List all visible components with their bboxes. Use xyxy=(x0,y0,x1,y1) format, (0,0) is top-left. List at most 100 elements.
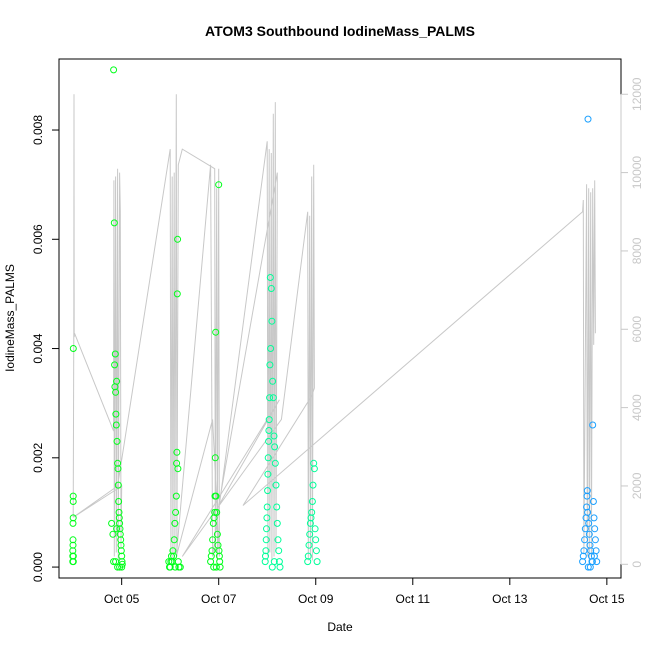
data-point xyxy=(174,465,182,473)
data-point xyxy=(265,427,273,434)
data-point xyxy=(114,465,122,473)
data-point xyxy=(113,437,121,445)
data-point xyxy=(268,317,276,325)
x-tick-label: Oct 13 xyxy=(492,592,528,606)
data-point xyxy=(110,558,118,566)
data-point xyxy=(266,361,274,369)
data-point xyxy=(209,536,217,544)
data-point xyxy=(589,498,597,505)
data-point xyxy=(214,541,222,549)
data-point xyxy=(312,547,320,555)
data-point xyxy=(590,552,598,560)
data-point xyxy=(275,547,283,555)
y-tick-label-left: 0.006 xyxy=(31,224,45,254)
data-point xyxy=(113,525,121,533)
data-point xyxy=(263,514,271,522)
data-point xyxy=(109,530,117,538)
data-point xyxy=(271,443,279,451)
data-point xyxy=(584,508,592,516)
data-point xyxy=(69,536,77,544)
data-point xyxy=(213,508,221,516)
data-point xyxy=(263,503,271,511)
data-point xyxy=(114,459,122,467)
y-tick-label-left: 0.000 xyxy=(31,552,45,582)
y-tick-label-right: 10000 xyxy=(630,156,644,190)
data-point xyxy=(212,328,220,336)
y-tick-label-right: 0 xyxy=(630,561,644,568)
data-point xyxy=(591,525,599,533)
data-point xyxy=(171,563,179,571)
data-point xyxy=(111,361,119,369)
data-point xyxy=(579,552,587,560)
data-point xyxy=(584,115,592,123)
y-axis-label: IodineMass_PALMS xyxy=(3,264,17,372)
x-axis-label: Date xyxy=(327,620,353,634)
data-point xyxy=(272,481,280,489)
data-point xyxy=(308,498,316,505)
x-tick-label: Oct 05 xyxy=(104,592,140,606)
data-point xyxy=(312,536,320,544)
data-point xyxy=(114,563,122,571)
data-point xyxy=(112,388,120,396)
data-point xyxy=(267,285,275,292)
series-layer xyxy=(69,66,601,571)
series-points-group xyxy=(261,274,321,571)
data-point xyxy=(266,274,274,281)
data-point xyxy=(69,541,77,549)
chart-title: ATOM3 Southbound IodineMass_PALMS xyxy=(205,23,475,39)
x-tick-label: Oct 09 xyxy=(298,592,334,606)
data-point xyxy=(271,459,279,467)
data-point xyxy=(310,465,318,473)
data-point xyxy=(590,514,598,522)
series-line xyxy=(72,94,596,561)
data-point xyxy=(587,547,595,555)
data-point xyxy=(262,552,269,560)
data-point xyxy=(310,459,318,467)
y-tick-label-left: 0.004 xyxy=(31,333,45,363)
data-point xyxy=(118,563,126,571)
y-tick-label-left: 0.002 xyxy=(31,442,45,472)
data-point xyxy=(171,519,179,527)
data-point xyxy=(580,547,588,555)
data-point xyxy=(591,536,599,544)
data-point xyxy=(311,525,319,533)
data-point xyxy=(313,558,321,566)
data-point xyxy=(117,547,125,555)
data-point xyxy=(117,536,125,544)
data-point xyxy=(273,503,281,511)
data-point xyxy=(113,377,121,385)
data-point xyxy=(108,519,116,527)
data-point xyxy=(69,552,77,560)
data-point xyxy=(273,519,281,527)
data-point xyxy=(213,530,221,538)
data-point xyxy=(269,394,277,402)
series-points-group xyxy=(69,66,224,571)
data-point xyxy=(266,394,274,402)
data-point xyxy=(308,508,316,516)
data-point xyxy=(215,181,223,189)
data-point xyxy=(264,487,272,495)
data-point xyxy=(589,421,597,429)
data-point xyxy=(265,437,273,445)
y-tick-label-right: 6000 xyxy=(630,316,644,343)
data-point xyxy=(211,508,219,516)
data-point xyxy=(173,290,181,298)
data-point xyxy=(276,563,284,571)
data-point xyxy=(212,492,220,500)
data-point xyxy=(210,563,218,571)
data-point xyxy=(306,530,314,538)
data-point xyxy=(170,536,178,544)
data-point xyxy=(585,530,593,538)
data-point xyxy=(112,421,120,429)
series-points-group xyxy=(579,115,601,571)
data-point xyxy=(110,219,118,227)
data-point xyxy=(264,470,272,478)
x-tick-label: Oct 15 xyxy=(589,592,625,606)
data-point xyxy=(116,563,124,571)
y-tick-label-right: 2000 xyxy=(630,472,644,499)
data-point xyxy=(274,536,282,544)
data-point xyxy=(262,536,270,544)
data-point xyxy=(262,547,270,555)
data-point xyxy=(270,432,278,440)
data-point xyxy=(581,536,589,544)
